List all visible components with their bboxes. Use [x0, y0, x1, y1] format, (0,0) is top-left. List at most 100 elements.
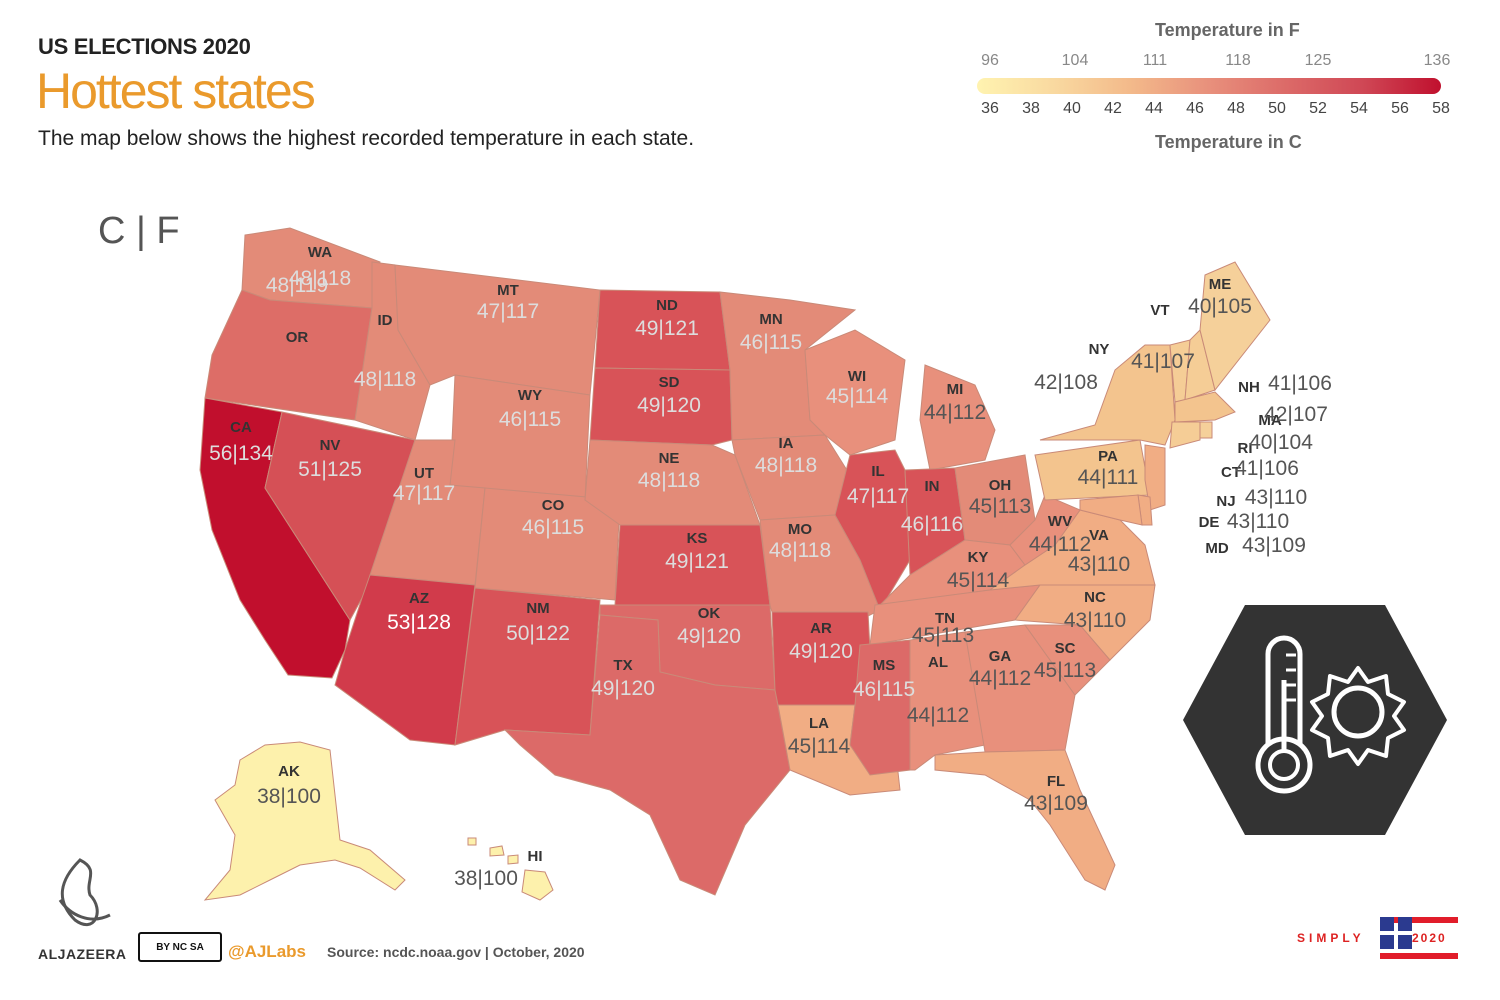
- legend-title-fahrenheit: Temperature in F: [1155, 20, 1300, 40]
- state-abbr-ia: IA: [779, 435, 794, 452]
- state-abbr-md: MD: [1205, 540, 1228, 557]
- state-abbr-mo: MO: [788, 521, 812, 538]
- legend-tick-c: 58: [1432, 100, 1450, 117]
- state-abbr-ga: GA: [989, 648, 1012, 665]
- state-abbr-wy: WY: [518, 387, 542, 404]
- state-abbr-nm: NM: [526, 600, 549, 617]
- state-abbr-az: AZ: [409, 590, 429, 607]
- legend-tick-c: 46: [1186, 100, 1204, 117]
- state-shape-sd[interactable]: [589, 367, 733, 446]
- state-value-sd: 49|120: [637, 394, 701, 417]
- state-shape-hi[interactable]: [521, 869, 554, 901]
- state-shape-fl[interactable]: [934, 749, 1116, 891]
- state-abbr-fl: FL: [1047, 773, 1065, 790]
- state-value-al: 44|112: [907, 704, 969, 727]
- state-abbr-or: OR: [286, 329, 309, 346]
- unit-toggle[interactable]: C | F: [98, 210, 180, 252]
- state-value-ak: 38|100: [257, 785, 321, 808]
- state-value-fl: 43|109: [1024, 792, 1088, 815]
- state-value-md: 43|109: [1242, 534, 1306, 557]
- state-value-ny: 42|108: [1034, 371, 1098, 394]
- legend-tick-c: 38: [1022, 100, 1040, 117]
- state-abbr-ms: MS: [873, 657, 896, 674]
- state-abbr-ne: NE: [659, 450, 680, 467]
- legend-tick-f: 104: [1061, 52, 1089, 69]
- aljazeera-wordmark: ALJAZEERA: [38, 946, 127, 962]
- state-shape-md[interactable]: [1079, 494, 1143, 526]
- legend-tick-f: 125: [1304, 52, 1332, 69]
- state-abbr-ut: UT: [414, 465, 434, 482]
- state-value-ok: 49|120: [677, 625, 741, 648]
- legend-tick-c: 52: [1309, 100, 1327, 117]
- brand-text: SIMPLY: [1297, 931, 1365, 945]
- state-abbr-mt: MT: [497, 282, 519, 299]
- legend-tick-f: 111: [1142, 52, 1168, 69]
- state-shapes: [199, 227, 1271, 901]
- legend-tick-c: 56: [1391, 100, 1409, 117]
- state-abbr-vt: VT: [1150, 302, 1169, 319]
- state-abbr-ca: CA: [230, 419, 252, 436]
- state-value-ga: 44|112: [969, 667, 1031, 690]
- legend-tick-c: 36: [981, 100, 999, 117]
- state-shape-mi[interactable]: [919, 364, 996, 471]
- state-value-nj: 43|110: [1245, 486, 1307, 509]
- legend-tick-f: 136: [1423, 52, 1451, 69]
- legend-title-celsius: Temperature in C: [1155, 132, 1302, 152]
- state-shape-ak[interactable]: [203, 741, 406, 901]
- state-value-ar: 49|120: [789, 640, 853, 663]
- state-abbr-tn: TN: [935, 610, 955, 627]
- state-value-in: 46|116: [901, 513, 963, 536]
- legend-tick-c: 48: [1227, 100, 1245, 117]
- kicker: US ELECTIONS 2020: [38, 34, 251, 59]
- state-value-ca: 56|134: [209, 442, 273, 465]
- state-abbr-ri: RI: [1238, 440, 1253, 457]
- state-abbr-wv: WV: [1048, 513, 1072, 530]
- legend-tick-c: 54: [1350, 100, 1368, 117]
- aljazeera-logo-icon: [58, 858, 111, 927]
- state-labels: WA 48|118 OR 48|119 CA 56|134 ID 48|118 NV 51|125…: [209, 244, 1332, 890]
- state-abbr-la: LA: [809, 715, 829, 732]
- state-value-vt: 41|107: [1131, 350, 1195, 373]
- state-abbr-id: ID: [378, 312, 393, 329]
- state-value-wa: 48|118: [289, 267, 351, 290]
- state-value-ri: 40|104: [1249, 431, 1313, 454]
- state-value-il: 47|117: [847, 485, 909, 508]
- state-value-tx: 49|120: [591, 677, 655, 700]
- state-shape-me[interactable]: [1199, 261, 1271, 392]
- legend-tick-c: 42: [1104, 100, 1122, 117]
- state-value-nh: 41|106: [1268, 372, 1332, 395]
- state-abbr-de: DE: [1199, 514, 1220, 531]
- state-abbr-ky: KY: [968, 549, 989, 566]
- creative-commons-badge: BY NC SA: [138, 932, 222, 962]
- state-shape-nj[interactable]: [1144, 444, 1166, 511]
- social-handle[interactable]: @AJLabs: [228, 942, 306, 961]
- state-value-ms: 46|115: [853, 678, 915, 701]
- state-value-oh: 45|113: [969, 495, 1031, 518]
- state-abbr-ok: OK: [698, 605, 721, 622]
- state-value-pa: 44|111: [1078, 466, 1139, 489]
- state-value-tn: 45|113: [912, 624, 974, 647]
- state-abbr-pa: PA: [1098, 448, 1118, 465]
- state-shape-ri[interactable]: [1199, 421, 1213, 439]
- state-value-nd: 49|121: [635, 317, 699, 340]
- state-shape-tx[interactable]: [503, 614, 791, 896]
- state-abbr-va: VA: [1089, 527, 1109, 544]
- state-value-wy: 46|115: [499, 408, 561, 431]
- state-value-az: 53|128: [387, 611, 451, 634]
- state-abbr-nh: NH: [1238, 379, 1260, 396]
- state-abbr-ar: AR: [810, 620, 832, 637]
- state-value-ks: 49|121: [665, 550, 729, 573]
- state-shape-ct[interactable]: [1169, 421, 1201, 449]
- state-abbr-nd: ND: [656, 297, 678, 314]
- state-shape-il[interactable]: [834, 449, 911, 612]
- state-abbr-co: CO: [542, 497, 565, 514]
- state-shape-or[interactable]: [204, 289, 373, 421]
- source-note: Source: ncdc.noaa.gov | October, 2020: [327, 944, 585, 960]
- state-abbr-ak: AK: [278, 763, 300, 780]
- state-value-wi: 45|114: [826, 385, 889, 408]
- state-shape-ma[interactable]: [1174, 391, 1236, 423]
- state-value-ut: 47|117: [393, 482, 455, 505]
- legend-tick-c: 40: [1063, 100, 1081, 117]
- state-abbr-nv: NV: [320, 437, 341, 454]
- state-shape-wi[interactable]: [804, 329, 906, 456]
